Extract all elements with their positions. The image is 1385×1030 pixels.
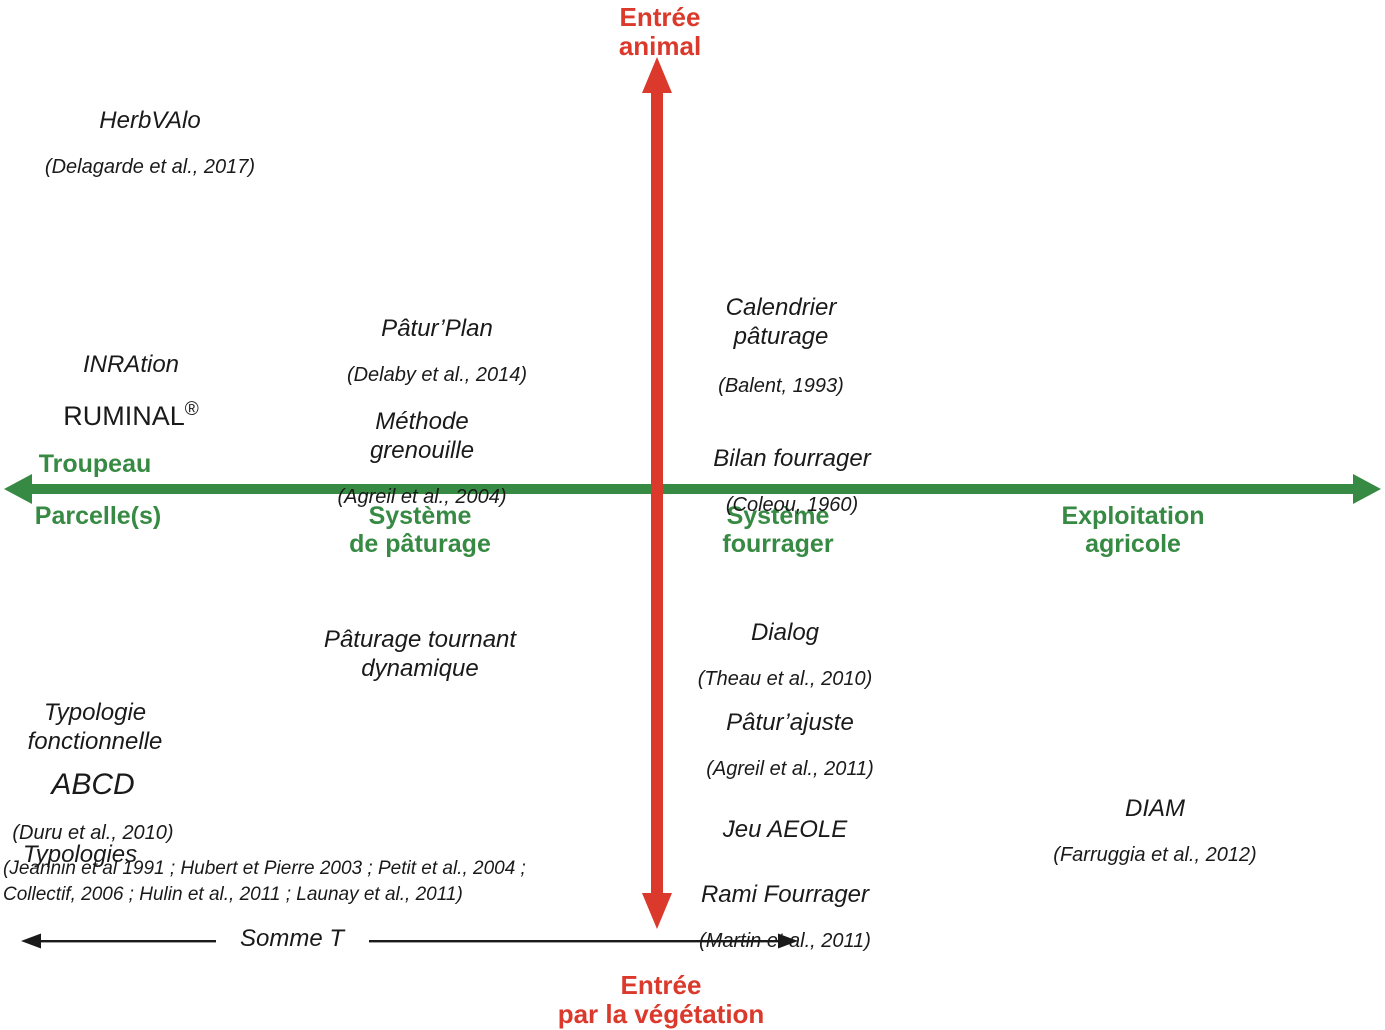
tool-citation: (Delagarde et al., 2017) — [44, 156, 256, 178]
vertical-axis-arrow — [642, 57, 672, 929]
axis-label-entree-animal: Entrée animal — [618, 2, 702, 61]
tool-name: ABCD — [51, 768, 135, 801]
tool-name: Jeu AEOLE — [722, 816, 848, 843]
axis-label-systeme-fourrager: Système fourrager — [722, 502, 834, 558]
tool-name: INRAtion — [82, 351, 180, 378]
tool-patur-ajuste: Pâtur’ajuste (Agreil et al., 2011) — [706, 690, 874, 800]
axis-label-somme-t: Somme T — [239, 925, 345, 952]
tool-calendrier-paturage: Calendrier pâturage (Balent, 1993) — [718, 276, 844, 416]
tool-typologies-name: Typologies — [23, 822, 137, 888]
tool-name: Pâtur’Plan — [381, 315, 493, 342]
tool-citation: (Farruggia et al., 2012) — [1053, 844, 1257, 866]
tool-diam: DIAM (Farruggia et al., 2012) — [1053, 776, 1256, 886]
tool-name: Bilan fourrager — [713, 445, 871, 472]
tool-name: Typologies — [22, 841, 138, 868]
axis-label-systeme-paturage: Système de pâturage — [349, 502, 491, 558]
somme-t-arrow — [21, 933, 798, 949]
axis-label-parcelles: Parcelle(s) — [34, 502, 162, 530]
tool-citation: (Balent, 1993) — [718, 374, 844, 397]
tool-typologies-citation: (Jeannin et al 1991 ; Hubert et Pierre 2… — [3, 858, 526, 906]
tool-typologie-fonctionnelle: Typologie fonctionnelle — [28, 681, 163, 775]
tool-citation: (Delaby et al., 2014) — [346, 364, 528, 386]
tool-rami-fourrager: Rami Fourrager (Martin et al., 2011) — [699, 862, 871, 972]
axis-label-entree-vegetation: Entrée par la végétation — [557, 970, 765, 1029]
tool-abcd: ABCD (Duru et al., 2010) — [12, 748, 173, 863]
tool-name: Méthode grenouille — [369, 408, 475, 464]
tool-citation: (Agreil et al., 2004) — [337, 485, 507, 508]
tool-citation: (Coleou, 1960) — [725, 494, 859, 516]
tool-name: Pâtur’ajuste — [726, 709, 854, 736]
tool-name: Rami Fourrager — [700, 881, 870, 908]
tool-name: HerbVAlo — [99, 107, 201, 134]
tool-citation: (Duru et al., 2010) — [12, 821, 174, 844]
registered-mark: ® — [184, 399, 199, 420]
tool-citation: (Martin et al., 2011) — [699, 930, 871, 952]
tool-jeu-aeole: Jeu AEOLE — [723, 797, 848, 863]
tool-herbvalo: HerbVAlo (Delagarde et al., 2017) — [45, 88, 255, 198]
tool-bilan-fourrager: Bilan fourrager (Coleou, 1960) — [713, 426, 870, 536]
horizontal-axis-arrow — [4, 474, 1381, 504]
tool-name: DIAM — [1125, 795, 1185, 822]
tool-name: Calendrier pâturage — [725, 294, 837, 350]
tool-name: Typologie fonctionnelle — [27, 699, 163, 755]
tool-citation: (Theau et al., 2010) — [697, 668, 873, 690]
axis-label-troupeau: Troupeau — [38, 450, 152, 478]
tool-dialog: Dialog (Theau et al., 2010) — [698, 600, 873, 710]
tool-patur-plan: Pâtur’Plan (Delaby et al., 2014) — [347, 296, 527, 406]
tool-citation: (Agreil et al., 2011) — [706, 758, 874, 780]
tool-methode-grenouille: Méthode grenouille (Agreil et al., 2004) — [338, 390, 507, 527]
tool-paturage-tournant: Pâturage tournant dynamique — [324, 608, 516, 702]
tool-name: Dialog — [750, 619, 820, 646]
tool-name-line2: RUMINAL® — [63, 399, 199, 431]
axis-label-exploitation-agricole: Exploitation agricole — [1061, 502, 1205, 558]
tool-name: Pâturage tournant dynamique — [323, 626, 517, 682]
tool-inration-ruminal: INRAtion RUMINAL® — [63, 332, 199, 452]
